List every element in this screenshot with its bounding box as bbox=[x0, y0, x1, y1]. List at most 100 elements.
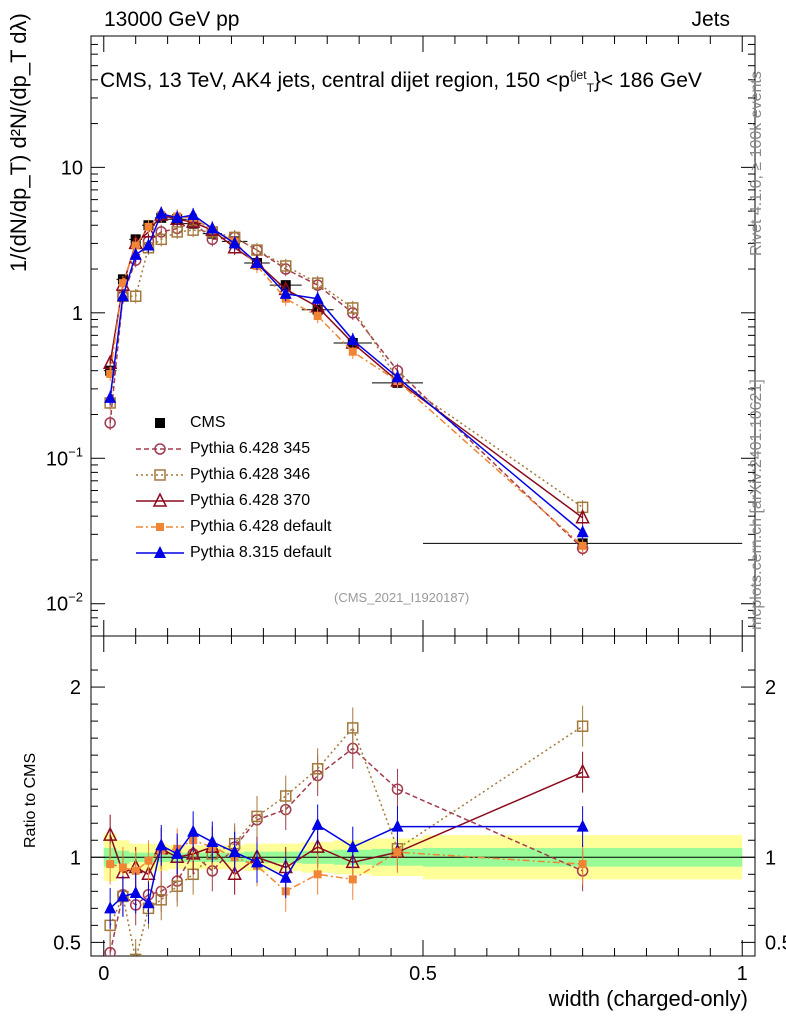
chart-title-post: }< 186 GeV bbox=[593, 69, 702, 92]
ratio-point-pythia-6-428-default-13 bbox=[393, 848, 402, 857]
chart-title-sub: T bbox=[586, 81, 594, 96]
legend-marker-pythia-6-428-default bbox=[156, 523, 164, 531]
ratio-y-tick-label-left-0: 0.5 bbox=[53, 932, 81, 954]
legend-item-p6default: Pythia 6.428 default bbox=[134, 514, 331, 540]
x-tick-label-1: 0.5 bbox=[409, 963, 437, 985]
point-pythia-6-428-default-11 bbox=[313, 312, 322, 321]
legend-label-p6default: Pythia 6.428 default bbox=[190, 518, 332, 535]
chart-title-sup: {jet bbox=[569, 68, 587, 82]
x-tick-label-2: 1 bbox=[737, 963, 748, 985]
legend-marker-pythia-6-428-370 bbox=[152, 492, 168, 507]
legend-symbol-p6default bbox=[136, 523, 184, 531]
main-y-ticks bbox=[91, 35, 755, 637]
ratio-point-pythia-8-315-default-0 bbox=[104, 901, 117, 914]
y-tick-label-1: 10−1 bbox=[46, 444, 83, 470]
series-pythia-8-315-default bbox=[104, 206, 589, 540]
point-pythia-8-315-default-3 bbox=[142, 238, 155, 251]
legend-symbol-p370 bbox=[136, 492, 184, 507]
ratio-point-pythia-6-428-346-14 bbox=[576, 720, 589, 732]
legend-label-p345: Pythia 6.428 345 bbox=[190, 440, 311, 457]
ratio-point-pythia-8-315-default-5 bbox=[171, 846, 184, 859]
mcplots-source-label: mcplots.cern.ch [arXiv:2401.10621] bbox=[748, 379, 765, 630]
legend-label-cms: CMS bbox=[190, 414, 226, 431]
ratio-point-pythia-8-315-default-6 bbox=[187, 824, 200, 837]
ratio-point-pythia-6-428-default-11 bbox=[313, 870, 322, 879]
ratio-point-pythia-8-315-default-7 bbox=[206, 834, 219, 847]
legend-label-p370: Pythia 6.428 370 bbox=[190, 492, 311, 509]
x-tick-label-0: 0 bbox=[98, 963, 109, 985]
ratio-point-pythia-8-315-default-10 bbox=[279, 870, 292, 883]
point-pythia-6-428-346-4 bbox=[155, 233, 167, 246]
ratio-frame bbox=[90, 635, 756, 957]
point-pythia-8-315-default-8 bbox=[228, 236, 241, 249]
x-ticks bbox=[103, 36, 743, 956]
legend-marker-cms bbox=[155, 418, 165, 428]
point-pythia-6-428-default-0 bbox=[106, 369, 115, 378]
ratio-point-pythia-6-428-default-0 bbox=[106, 860, 115, 869]
analysis-reference: (CMS_2021_I1920187) bbox=[334, 590, 470, 605]
ratio-point-pythia-8-315-default-1 bbox=[116, 889, 129, 902]
ratio-y-ticks bbox=[91, 669, 755, 943]
point-pythia-6-428-346-2 bbox=[129, 290, 142, 302]
ratio-point-pythia-6-428-346-4 bbox=[155, 894, 167, 906]
point-pythia-8-315-default-6 bbox=[187, 208, 200, 221]
point-pythia-6-428-default-3 bbox=[144, 222, 153, 231]
header-right: Jets bbox=[691, 8, 730, 31]
y-tick-label-0: 10−2 bbox=[46, 590, 83, 616]
point-pythia-8-315-default-14 bbox=[576, 525, 589, 538]
point-pythia-8-315-default-12 bbox=[346, 333, 359, 346]
legend-item-p370: Pythia 6.428 370 bbox=[134, 488, 331, 514]
point-pythia-6-428-345-0 bbox=[104, 417, 116, 429]
legend-symbol-p346 bbox=[136, 469, 184, 481]
y-tick-label-3: 10 bbox=[61, 157, 83, 179]
ratio-line-pythia-6-428-346 bbox=[109, 725, 584, 956]
ratio-point-pythia-8-315-default-2 bbox=[129, 886, 142, 899]
ratio-y-tick-label-left-2: 2 bbox=[70, 677, 81, 699]
ratio-point-pythia-8-315-default-11 bbox=[311, 817, 324, 830]
legend-marker-pythia-6-428-346 bbox=[154, 469, 166, 481]
point-pythia-6-428-346-10 bbox=[279, 260, 292, 272]
ratio-y-tick-label-right-1: 1 bbox=[765, 847, 776, 869]
point-pythia-6-428-370-3 bbox=[141, 223, 156, 238]
series-line-pythia-6-428-345 bbox=[109, 221, 584, 549]
point-pythia-6-428-default-14 bbox=[578, 541, 587, 550]
x-axis-label: width (charged-only) bbox=[548, 986, 748, 1011]
point-pythia-8-315-default-11 bbox=[311, 291, 324, 304]
ratio-point-pythia-8-315-default-3 bbox=[142, 896, 155, 909]
point-pythia-8-315-default-7 bbox=[206, 221, 219, 234]
ratio-point-pythia-6-428-370-8 bbox=[227, 865, 242, 881]
legend-marker-pythia-8-315-default bbox=[154, 546, 166, 558]
point-pythia-6-428-default-2 bbox=[131, 241, 140, 250]
ratio-point-pythia-6-428-346-12 bbox=[347, 722, 359, 734]
ratio-point-pythia-8-315-default-13 bbox=[391, 819, 404, 832]
rivet-version-label: Rivet 4.1.0, ≥ 100k events bbox=[748, 71, 765, 256]
y-tick-label-2: 1 bbox=[72, 303, 83, 325]
point-pythia-6-428-default-1 bbox=[118, 279, 127, 288]
ratio-series-pythia-8-315-default bbox=[104, 804, 589, 929]
ratio-point-pythia-6-428-345-13 bbox=[391, 783, 404, 795]
ratio-point-pythia-6-428-default-2 bbox=[131, 866, 140, 875]
ratio-point-pythia-6-428-default-1 bbox=[118, 863, 127, 872]
ratio-point-pythia-6-428-default-12 bbox=[348, 875, 357, 884]
header-left: 13000 GeV pp bbox=[104, 8, 240, 31]
ratio-point-pythia-6-428-346-10 bbox=[279, 790, 292, 802]
legend-label-p8default: Pythia 8.315 default bbox=[190, 544, 332, 561]
point-pythia-8-315-default-2 bbox=[129, 247, 142, 260]
point-pythia-6-428-346-11 bbox=[311, 277, 324, 289]
ratio-point-pythia-6-428-370-11 bbox=[310, 838, 325, 853]
point-pythia-8-315-default-4 bbox=[155, 206, 168, 219]
ratio-point-pythia-6-428-370-14 bbox=[575, 763, 590, 778]
ratio-point-pythia-8-315-default-9 bbox=[251, 855, 263, 868]
legend-symbol-cms bbox=[155, 418, 165, 428]
ratio-point-pythia-6-428-345-0 bbox=[104, 946, 116, 956]
point-pythia-8-315-default-5 bbox=[171, 210, 184, 223]
legend-symbol-p345 bbox=[136, 443, 184, 455]
ratio-y-tick-label-right-0: 0.5 bbox=[765, 932, 786, 954]
legend-marker-pythia-6-428-345 bbox=[154, 443, 166, 455]
ratio-point-pythia-6-428-346-2 bbox=[129, 953, 142, 956]
ratio-line-pythia-6-428-default bbox=[109, 839, 583, 893]
point-pythia-6-428-default-12 bbox=[348, 347, 357, 356]
legend-label-p346: Pythia 6.428 346 bbox=[190, 466, 311, 483]
ratio-point-pythia-8-315-default-14 bbox=[576, 819, 589, 832]
